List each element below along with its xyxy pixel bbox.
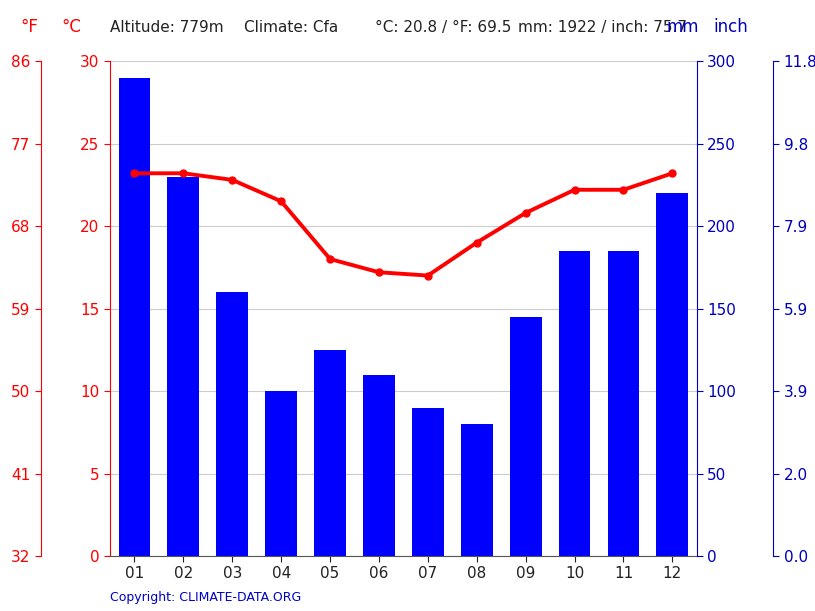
Text: Copyright: CLIMATE-DATA.ORG: Copyright: CLIMATE-DATA.ORG xyxy=(110,591,302,604)
Text: mm: 1922 / inch: 75.7: mm: 1922 / inch: 75.7 xyxy=(518,20,686,35)
Bar xyxy=(363,375,395,556)
Bar xyxy=(314,349,346,556)
Bar xyxy=(559,251,590,556)
Text: Altitude: 779m: Altitude: 779m xyxy=(110,20,223,35)
Text: inch: inch xyxy=(713,18,748,37)
Text: °F: °F xyxy=(20,18,38,37)
Text: °C: °C xyxy=(61,18,81,37)
Bar xyxy=(608,251,639,556)
Bar xyxy=(265,391,297,556)
Text: Climate: Cfa: Climate: Cfa xyxy=(244,20,339,35)
Text: mm: mm xyxy=(667,18,699,37)
Bar xyxy=(168,177,199,556)
Bar xyxy=(217,292,248,556)
Bar xyxy=(461,424,492,556)
Bar xyxy=(412,408,443,556)
Text: °C: 20.8 / °F: 69.5: °C: 20.8 / °F: 69.5 xyxy=(375,20,511,35)
Bar xyxy=(657,193,688,556)
Bar xyxy=(119,78,151,556)
Bar xyxy=(510,316,541,556)
